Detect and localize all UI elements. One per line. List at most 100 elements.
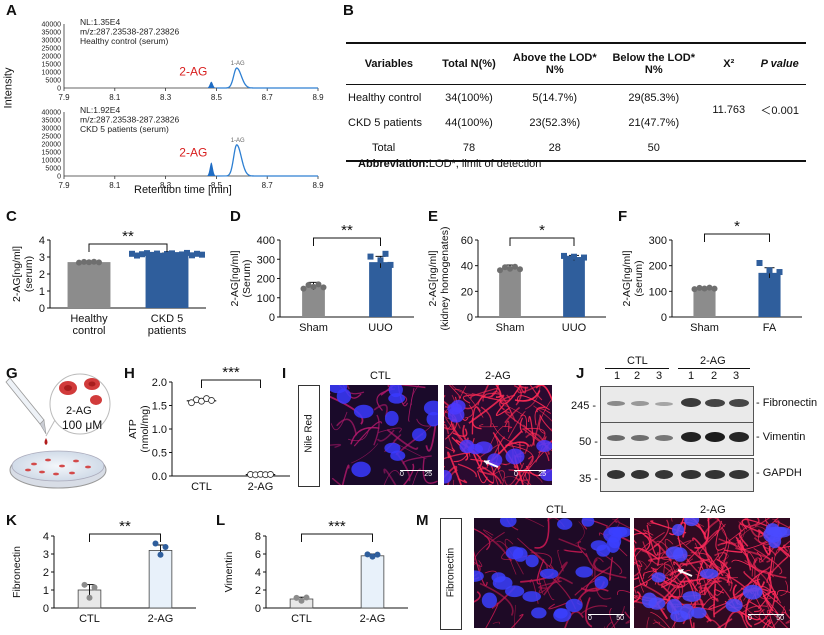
fiber [383,470,401,485]
fiber [634,542,636,552]
fiber [634,560,643,567]
y-tick-label: 10000 [42,70,62,77]
data-point [566,255,572,262]
chart-e: 0 20 40 60 2-AG[ng/ml] (kidney homogenates) Sh… [427,222,606,334]
x-tick-label: control [72,325,105,337]
fiber [703,561,728,596]
x-tick-label: 8.3 [160,93,172,102]
table-cell: 44(100%) [445,116,493,129]
data-point [152,540,159,547]
blot-vimentin [600,422,754,456]
nucleus [388,385,403,398]
fiber [646,519,670,553]
fiber [451,385,472,395]
data-point [701,285,708,292]
data-point [179,251,185,258]
fiber [714,588,725,594]
band [607,470,625,479]
fiber [331,477,342,485]
fiber [624,611,630,620]
scale-start: 0 [514,471,518,478]
scale-end: 50 [616,615,624,622]
x-tick-label: patients [148,325,187,337]
y-tick-label: 1.5 [152,401,167,413]
fiber [505,444,534,466]
scale-start: 0 [588,615,592,622]
y-axis-label: 2-AG[ng/ml] [621,250,633,306]
fiber [471,417,482,430]
fiber [634,590,641,603]
data-point [86,594,93,601]
band [631,470,649,479]
fiber [471,406,481,435]
x-tick-label: 7.9 [58,181,70,190]
fiber [751,557,764,577]
fiber [731,559,755,569]
fiber [479,423,498,428]
fiber [412,468,422,485]
table-header: P value [753,42,806,85]
nucleus [666,598,683,615]
fiber [716,618,733,628]
group-label-ctl: CTL [627,355,648,367]
fiber [625,619,630,624]
scale-end: 25 [424,471,432,478]
nucleus [682,591,702,602]
treatment-label: 2-AG [66,405,92,417]
data-point [184,249,190,256]
fiber [762,544,771,556]
fiber [474,550,488,587]
fiber [453,479,455,485]
fiber [634,587,637,594]
fiber [634,532,648,544]
fiber [713,583,717,618]
lane-number: 3 [733,370,740,382]
data-point [267,471,274,478]
x-tick-label: 2-AG [248,481,274,493]
band [655,402,673,406]
fiber [482,392,501,402]
fiber [530,552,553,568]
nucleus [725,598,743,613]
bar [67,262,111,308]
fiber [480,406,492,427]
data-point [149,251,155,258]
nucleus [444,470,452,484]
fiber [471,392,511,402]
bar [148,550,173,609]
significance-bracket [313,237,381,246]
data-point [199,251,205,258]
fiber [422,457,438,484]
data-point [208,397,215,404]
y-tick-label: 200 [649,261,667,273]
significance-bracket [509,237,575,246]
y-tick-label: 0 [255,603,261,615]
x-tick-label: 8.5 [211,181,223,190]
scale-bar: 0 25 [514,470,546,479]
scale-start: 0 [400,471,404,478]
y-tick-label: 35000 [42,118,62,125]
stain-label: Nile Red [303,414,315,453]
fiber [478,467,494,476]
x-tick-label: 2-AG [360,613,386,625]
bar [145,254,189,308]
fiber [634,576,640,580]
bar [563,257,585,317]
fiber [373,403,388,417]
y-tick-label: 200 [257,274,275,286]
y-axis-label: 2-AG[ng/ml] [229,250,241,306]
lane-number: 2 [634,370,641,382]
table-cell [704,135,754,162]
data-point [162,543,169,550]
band [607,401,625,406]
band [655,435,673,441]
fiber [762,619,771,628]
fiber [744,559,771,594]
table-header: X² [704,42,754,85]
fiber [517,537,554,570]
fiber [585,552,611,572]
fiber [642,572,645,580]
fiber [444,423,455,431]
fiber [347,428,370,442]
data-point [364,551,371,558]
